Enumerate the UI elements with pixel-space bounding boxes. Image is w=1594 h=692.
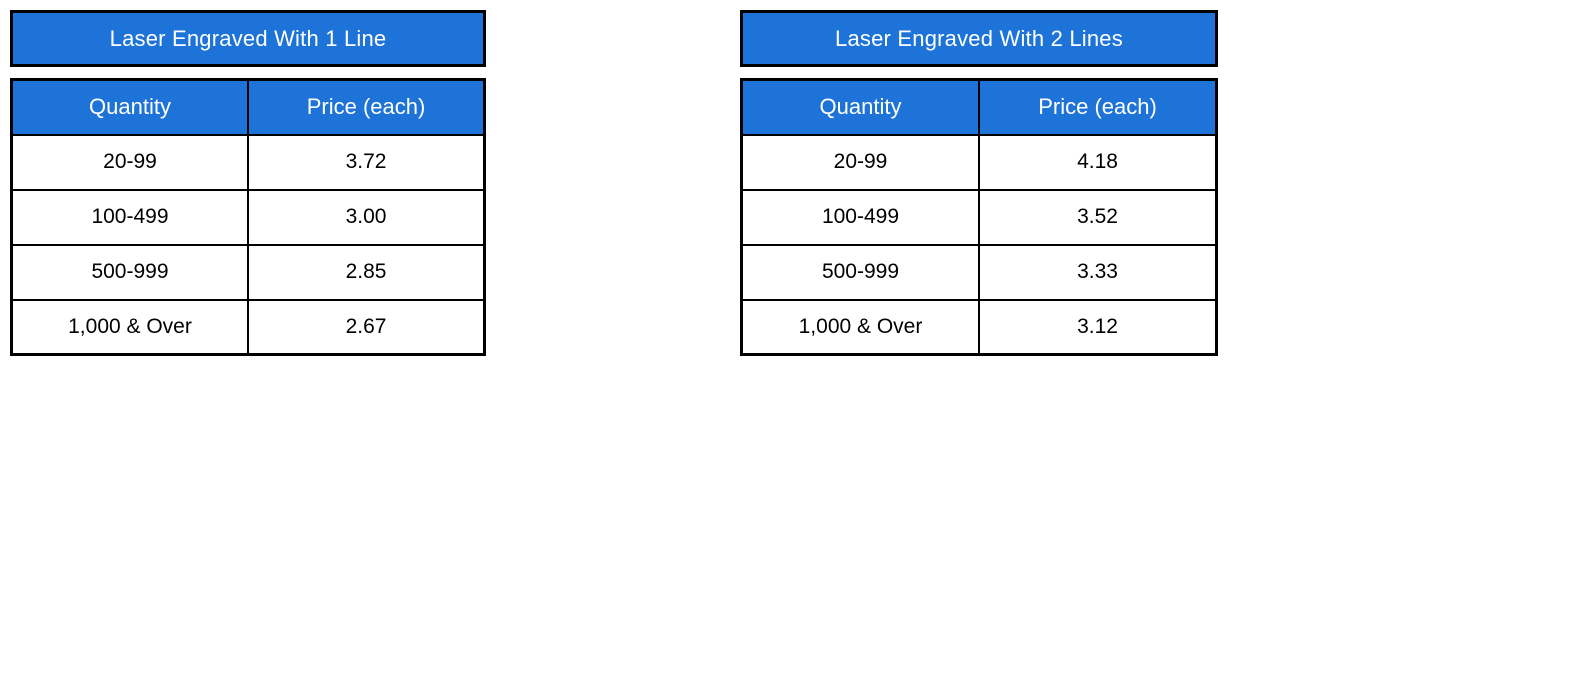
table-title-1-line: Laser Engraved With 1 Line — [10, 10, 486, 67]
table-row: 20-99 3.72 — [10, 133, 486, 191]
quantity-cell: 1,000 & Over — [10, 298, 249, 356]
pricing-table-1-line: Quantity Price (each) 20-99 3.72 100-499… — [10, 78, 486, 356]
table-row: 20-99 4.18 — [740, 133, 1218, 191]
quantity-cell: 100-499 — [10, 188, 249, 246]
quantity-cell: 500-999 — [740, 243, 980, 301]
column-header-price: Price (each) — [978, 78, 1218, 136]
table-row: 1,000 & Over 3.12 — [740, 298, 1218, 356]
column-header-price: Price (each) — [247, 78, 486, 136]
price-cell: 4.18 — [978, 133, 1218, 191]
pricing-group-1-line: Laser Engraved With 1 Line Quantity Pric… — [10, 10, 486, 356]
table-row: 100-499 3.52 — [740, 188, 1218, 246]
header-row: Quantity Price (each) — [10, 78, 486, 136]
price-cell: 2.85 — [247, 243, 486, 301]
quantity-cell: 500-999 — [10, 243, 249, 301]
table-row: 500-999 2.85 — [10, 243, 486, 301]
quantity-cell: 1,000 & Over — [740, 298, 980, 356]
quantity-cell: 100-499 — [740, 188, 980, 246]
table-row: 100-499 3.00 — [10, 188, 486, 246]
table-row: 1,000 & Over 2.67 — [10, 298, 486, 356]
price-cell: 3.12 — [978, 298, 1218, 356]
price-cell: 3.00 — [247, 188, 486, 246]
pricing-table-2-lines: Quantity Price (each) 20-99 4.18 100-499… — [740, 78, 1218, 356]
price-cell: 3.33 — [978, 243, 1218, 301]
pricing-group-2-lines: Laser Engraved With 2 Lines Quantity Pri… — [740, 10, 1218, 356]
table-title-2-lines: Laser Engraved With 2 Lines — [740, 10, 1218, 67]
column-header-quantity: Quantity — [10, 78, 249, 136]
column-header-quantity: Quantity — [740, 78, 980, 136]
quantity-cell: 20-99 — [740, 133, 980, 191]
header-row: Quantity Price (each) — [740, 78, 1218, 136]
price-cell: 2.67 — [247, 298, 486, 356]
price-cell: 3.52 — [978, 188, 1218, 246]
price-cell: 3.72 — [247, 133, 486, 191]
table-row: 500-999 3.33 — [740, 243, 1218, 301]
quantity-cell: 20-99 — [10, 133, 249, 191]
